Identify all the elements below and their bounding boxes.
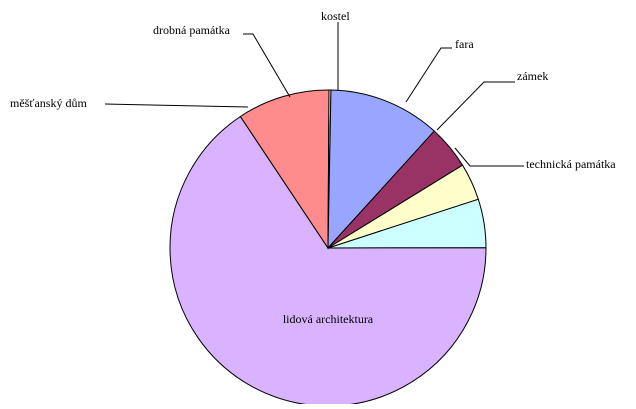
- slice-label-kostel: kostel: [321, 9, 350, 23]
- leader-lines: [104, 22, 524, 167]
- pie-slice-mestansky-dum: [239, 89, 330, 250]
- leader-line-drobna-pamatka: [243, 33, 291, 98]
- leader-line-fara: [405, 47, 452, 103]
- leader-line-mestansky-dum: [104, 103, 249, 108]
- leader-line-zamek: [436, 81, 515, 131]
- slice-label-drobna-pamatka: drobná památka: [153, 23, 231, 37]
- slice-label-zamek: zámek: [517, 69, 548, 83]
- slice-label-fara: fara: [455, 37, 474, 51]
- pie-slice-kostel: [327, 89, 435, 250]
- pie-slices: [169, 89, 487, 407]
- pie-slice-zamek: [327, 164, 479, 249]
- slice-label-lidova-architektura: lidová architektura: [283, 312, 374, 326]
- leader-line-technicka-pamatka: [454, 147, 524, 167]
- slice-label-technicka-pamatka: technická památka: [526, 157, 616, 171]
- slice-label-mestansky-dum: měšťanský dům: [10, 96, 87, 110]
- pie-slice-lidova-architektura: [169, 115, 487, 407]
- slice-labels: technická památka lidová architektura měšť…: [10, 9, 616, 326]
